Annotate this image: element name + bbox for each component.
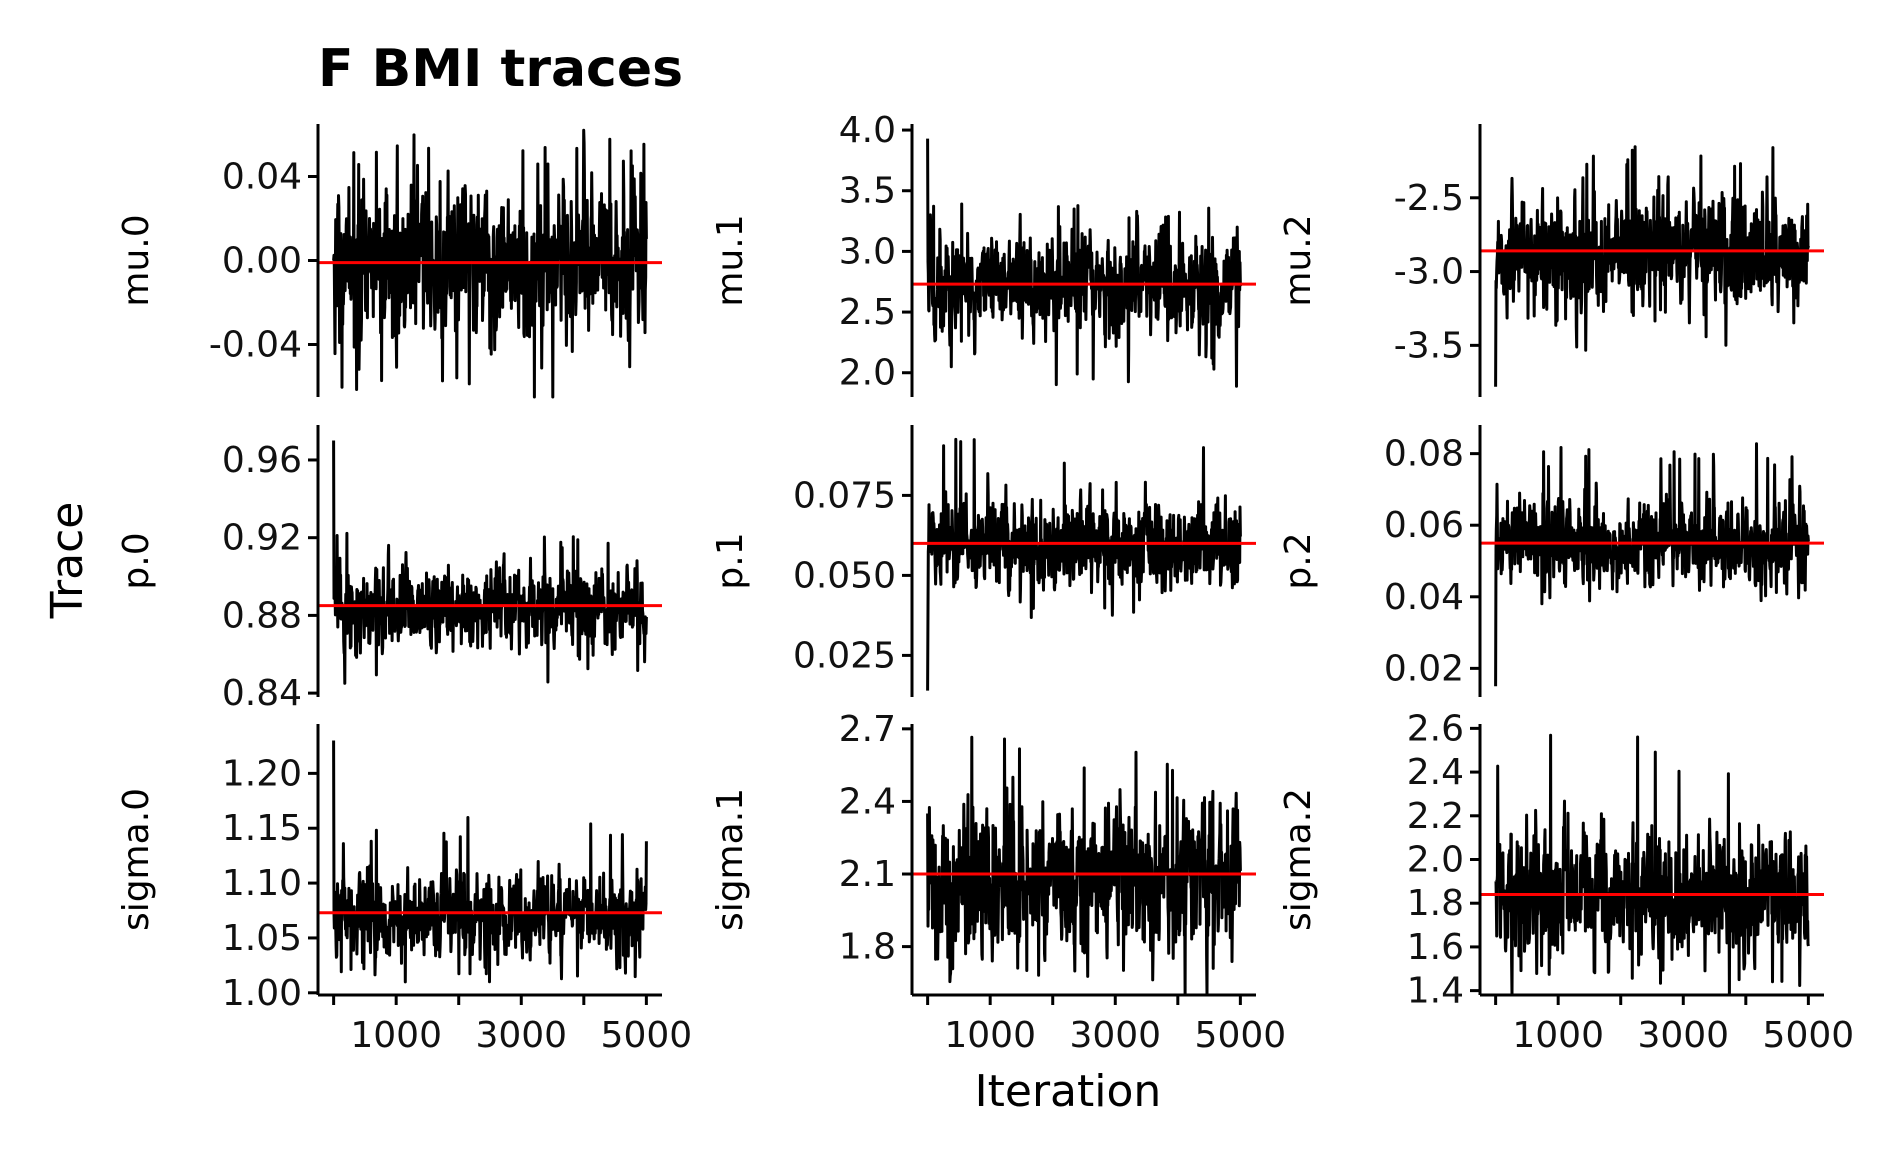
y-tick-label: 0.88: [222, 595, 302, 636]
y-axis-title: Trace: [42, 502, 93, 620]
x-tick-label: 1000: [1512, 1015, 1604, 1056]
panel-y-label: mu.2: [1278, 214, 1319, 306]
panel-y-label: p.0: [116, 532, 157, 589]
trace-line: [332, 440, 648, 685]
y-tick-label: -0.04: [209, 325, 302, 366]
y-tick-label: 2.0: [1407, 840, 1464, 881]
y-tick-label: 0.06: [1384, 505, 1464, 546]
x-tick-label: 5000: [601, 1015, 693, 1056]
y-tick-label: 2.6: [1407, 708, 1464, 749]
trace-line: [332, 740, 648, 984]
panel-sigma-2: 1.41.61.82.02.22.42.6 sigma.2 1000 3000 5000: [1278, 708, 1854, 1056]
y-tick-label: 0.050: [793, 555, 896, 596]
y-tick-label: 3.5: [839, 171, 896, 212]
y-tick-label: 2.4: [1407, 752, 1464, 793]
x-tick-label: 5000: [1763, 1015, 1855, 1056]
panel-p-0: 0.84 0.88 0.92 0.96 p.0: [116, 425, 662, 714]
y-tick-label: 0.84: [222, 673, 302, 714]
y-tick-label: 2.2: [1407, 796, 1464, 837]
y-tick-label: -2.5: [1394, 178, 1464, 219]
y-tick-label: -3.5: [1394, 325, 1464, 366]
panel-sigma-0: 1.00 1.05 1.10 1.15 1.20 sigma.0 1000 3000 5000: [116, 724, 692, 1056]
y-tick-label: 2.4: [839, 781, 896, 822]
y-tick-label: 1.05: [222, 918, 302, 959]
figure-title: F BMI traces: [318, 39, 683, 99]
panel-grid: -0.04 0.00 0.04 mu.0 2.0 2.5 3.0 3.5 4.0 mu.1 -3.5…: [116, 110, 1854, 1056]
trace-line: [926, 437, 1242, 691]
x-tick-label: 1000: [944, 1015, 1036, 1056]
panel-y-label: mu.1: [710, 214, 751, 306]
panel-y-label: sigma.1: [710, 788, 751, 931]
panel-y-label: sigma.0: [116, 788, 157, 931]
panel-y-label: sigma.2: [1278, 788, 1319, 931]
y-tick-label: 0.00: [222, 241, 302, 282]
y-tick-label: 0.96: [222, 440, 302, 481]
x-tick-label: 1000: [350, 1015, 442, 1056]
y-tick-label: 1.15: [222, 808, 302, 849]
panel-p-1: 0.025 0.050 0.075 p.1: [710, 425, 1256, 697]
panel-sigma-1: 1.8 2.1 2.4 2.7 sigma.1 1000 3000 5000: [710, 709, 1286, 1056]
trace-line: [1494, 442, 1810, 687]
panel-y-label: p.2: [1278, 532, 1319, 589]
trace-line: [332, 128, 648, 399]
trace-line: [1494, 145, 1810, 387]
x-tick-label: 3000: [1637, 1015, 1729, 1056]
panel-y-label: p.1: [710, 532, 751, 589]
trace-line: [926, 735, 1242, 997]
trace-line: [926, 138, 1242, 388]
y-tick-label: 0.02: [1384, 648, 1464, 689]
y-tick-label: 1.4: [1407, 971, 1464, 1012]
x-tick-label: 3000: [475, 1015, 567, 1056]
y-tick-label: 3.0: [839, 231, 896, 272]
y-tick-label: 1.6: [1407, 927, 1464, 968]
y-tick-label: 0.04: [1384, 577, 1464, 618]
y-tick-label: -3.0: [1394, 252, 1464, 293]
y-tick-label: 2.7: [839, 709, 896, 750]
y-tick-label: 1.20: [222, 753, 302, 794]
y-tick-label: 1.8: [1407, 883, 1464, 924]
panel-p-2: 0.02 0.04 0.06 0.08 p.2: [1278, 425, 1824, 697]
y-tick-label: 4.0: [839, 110, 896, 151]
y-tick-label: 0.075: [793, 475, 896, 516]
x-tick-label: 3000: [1069, 1015, 1161, 1056]
y-tick-label: 0.92: [222, 518, 302, 559]
y-tick-label: 0.04: [222, 157, 302, 198]
panel-y-label: mu.0: [116, 214, 157, 306]
y-tick-label: 2.5: [839, 292, 896, 333]
y-tick-label: 1.00: [222, 973, 302, 1014]
panel-mu-0: -0.04 0.00 0.04 mu.0: [116, 124, 662, 399]
x-axis-title: Iteration: [975, 1066, 1162, 1117]
y-tick-label: 0.025: [793, 635, 896, 676]
y-tick-label: 2.0: [839, 353, 896, 394]
y-tick-label: 0.08: [1384, 434, 1464, 475]
y-tick-label: 1.8: [839, 927, 896, 968]
y-tick-label: 1.10: [222, 863, 302, 904]
y-tick-label: 2.1: [839, 854, 896, 895]
panel-mu-2: -3.5 -3.0 -2.5 mu.2: [1278, 124, 1824, 397]
trace-line: [1494, 733, 1810, 997]
panel-mu-1: 2.0 2.5 3.0 3.5 4.0 mu.1: [710, 110, 1256, 397]
x-tick-label: 5000: [1195, 1015, 1287, 1056]
